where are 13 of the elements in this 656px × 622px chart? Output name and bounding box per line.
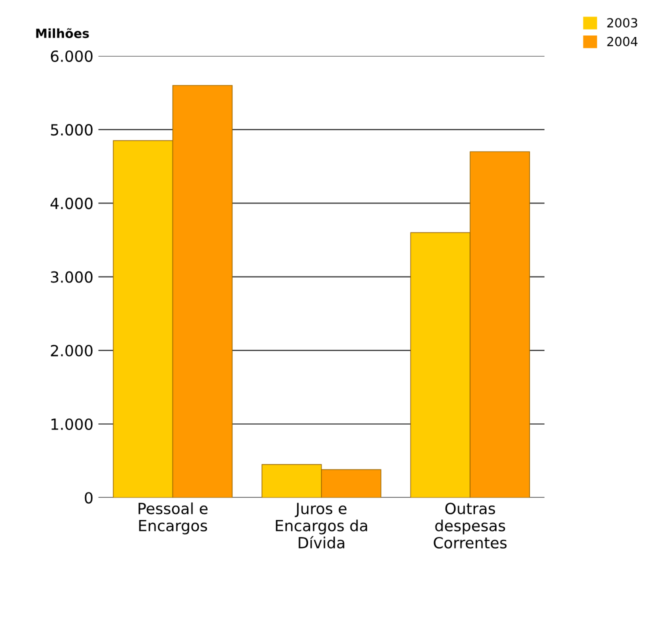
y-tick-label: 6.000 (50, 50, 93, 62)
y-tick-label: 2.000 (50, 344, 93, 356)
x-tick-label: Pessoal e Encargos (138, 502, 208, 534)
y-tick-label: 5.000 (50, 124, 93, 136)
y-tick-label: 1.000 (51, 418, 93, 430)
x-tick-label: Juros e Encargos da Dívida (276, 502, 368, 549)
y-tick-label: 0 (84, 492, 93, 504)
y-tick-label: 4.000 (50, 198, 93, 210)
x-tick-label: Outras despesas Correntes (434, 502, 507, 549)
y-tick-label: 3.000 (50, 271, 93, 283)
legend-label: 2003 (607, 18, 638, 28)
legend-label: 2004 (607, 36, 638, 46)
y-axis-title: Milhões (36, 28, 89, 38)
